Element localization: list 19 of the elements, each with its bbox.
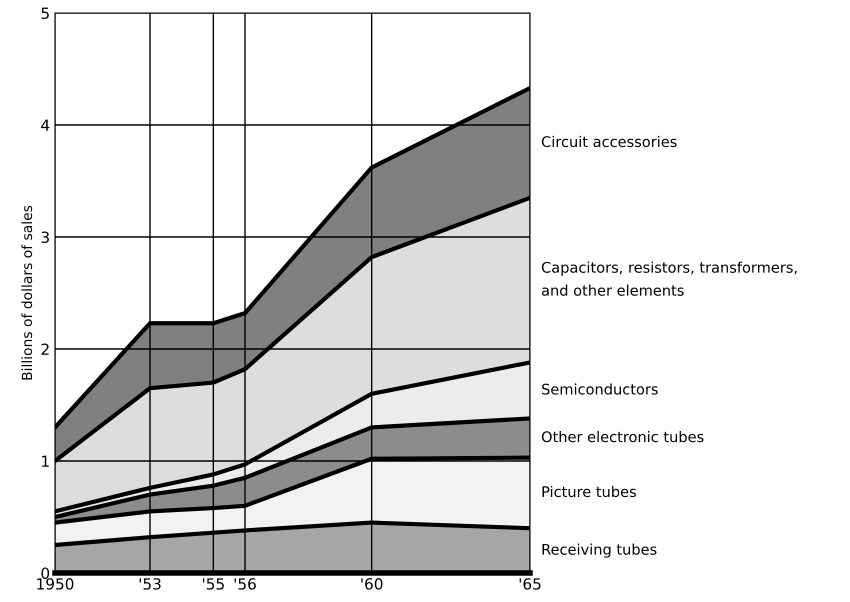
y-tick-label: 5 [42,8,49,20]
x-tick-label: '60 [361,578,382,590]
y-tick-label: 4 [41,120,50,131]
x-tick-label: '65 [520,578,540,590]
y-tick-label: 2 [42,343,49,355]
series-label: Circuit accessories [542,136,677,148]
series-label: Receiving tubes [542,544,656,558]
series-label: Picture tubes [542,486,636,498]
x-tick-label: 1950 [37,578,74,590]
y-tick-label: 3 [42,231,49,244]
y-tick-label: 0 [41,567,50,580]
series-label: Semiconductors [542,383,658,395]
series-label: Capacitors, resistors, transformers, and other elements [542,262,797,296]
y-tick-label: 1 [42,456,49,467]
y-axis-title: Billions of dollars of sales [21,206,32,380]
x-tick-label: '56 [234,578,256,590]
x-tick-label: '53 [140,578,161,590]
series-label: Other electronic tubes [542,430,704,442]
x-tick-label: '55 [202,578,224,590]
